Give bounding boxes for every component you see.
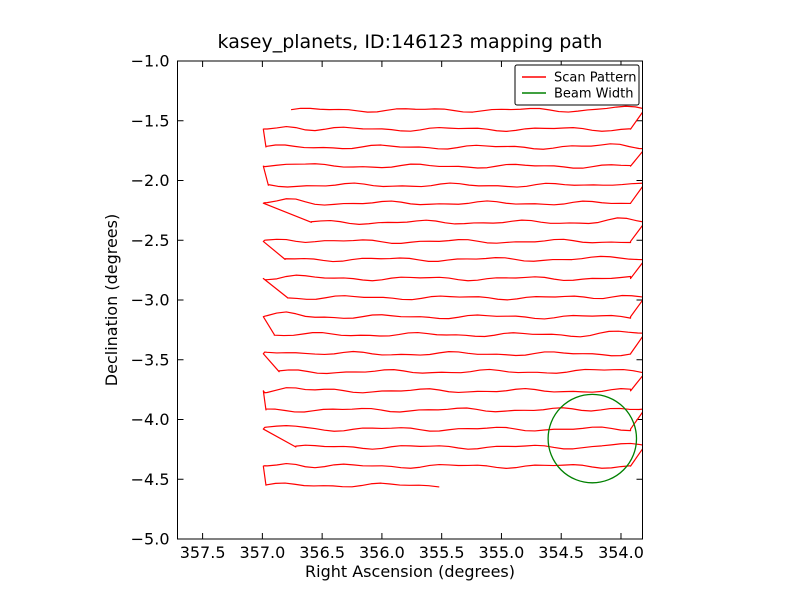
beam-width-circle	[547, 393, 638, 484]
y-tick-label: −3.5	[131, 350, 170, 369]
x-tick-label: 354.5	[538, 543, 584, 562]
legend-item-scan-pattern: Scan Pattern	[522, 71, 637, 86]
x-tick-label: 355.0	[479, 543, 525, 562]
y-tick-label: −4.0	[131, 410, 170, 429]
y-tick-label: −2.0	[131, 171, 170, 190]
y-axis-label: Declination (degrees)	[102, 214, 121, 386]
x-tick-label: 357.0	[239, 543, 285, 562]
x-tick-label: 356.0	[359, 543, 405, 562]
x-tick-label: 354.0	[598, 543, 644, 562]
y-tick-label: −1.5	[131, 111, 170, 130]
legend-label-scan-pattern: Scan Pattern	[554, 71, 637, 86]
axis-ticks: 357.5 357.0 356.5 356.0 355.5 355.0 354.5 354.0…	[131, 52, 644, 563]
y-tick-label: −5.0	[131, 530, 170, 549]
y-tick-label: −4.5	[131, 470, 170, 489]
legend-border	[514, 64, 640, 106]
chart-title: kasey_planets, ID:146123 mapping path	[218, 31, 603, 53]
scan-pattern-path	[262, 105, 643, 488]
legend: Scan Pattern Beam Width	[514, 64, 640, 106]
y-tick-label: −1.0	[131, 52, 170, 71]
y-tick-label: −3.0	[131, 291, 170, 310]
x-tick-label: 355.5	[419, 543, 465, 562]
x-tick-label: 356.5	[299, 543, 345, 562]
plot-data-layer	[262, 105, 643, 488]
legend-label-beam-width: Beam Width	[554, 87, 633, 102]
legend-item-beam-width: Beam Width	[522, 87, 633, 102]
y-tick-label: −2.5	[131, 231, 170, 250]
x-axis-label: Right Ascension (degrees)	[305, 562, 515, 581]
x-tick-label: 357.5	[180, 543, 226, 562]
axes-frame	[177, 60, 643, 540]
